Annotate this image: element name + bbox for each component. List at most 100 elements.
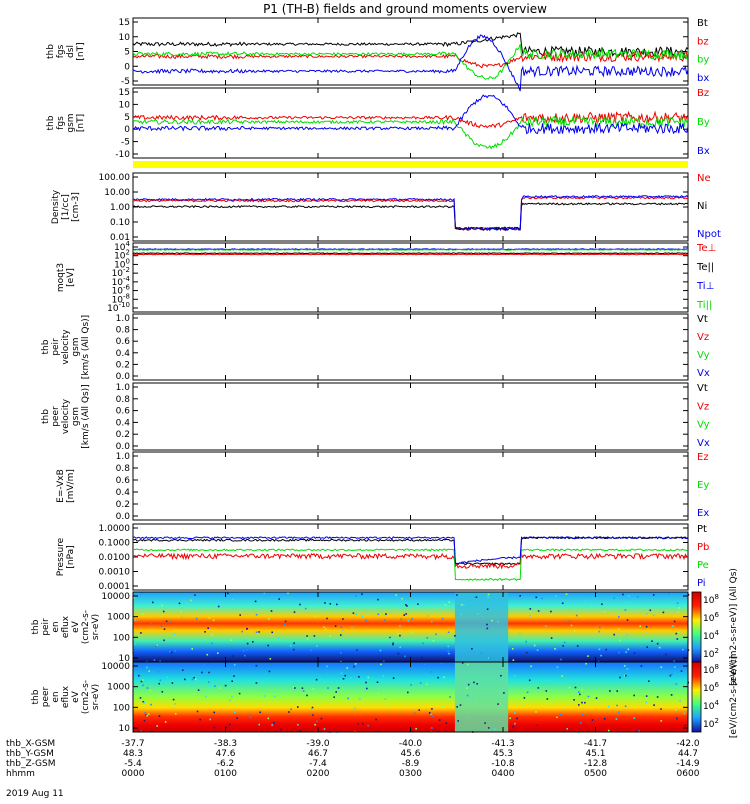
y-tick-label: 0.0 <box>116 372 131 382</box>
xaxis-row-value: 48.3 <box>123 749 143 759</box>
spectrogram-speckle <box>346 667 348 669</box>
spectrogram-speckle <box>299 603 301 606</box>
spectrogram-speckle <box>326 617 328 620</box>
spectrogram-speckle <box>354 663 357 665</box>
spectrogram-speckle <box>246 649 249 651</box>
spectrogram-speckle <box>670 694 673 696</box>
y-axis-label: velocity <box>61 398 71 434</box>
spectrogram-speckle <box>671 673 673 675</box>
spectrogram-speckle <box>657 646 660 649</box>
spectrogram-speckle <box>467 683 470 686</box>
colorbar-tick-label: 102 <box>703 717 719 730</box>
colorbar-tick-label: 102 <box>703 647 719 660</box>
spectrogram-speckle <box>187 704 190 707</box>
xaxis-row-value: -6.2 <box>217 759 235 769</box>
spectrogram-speckle <box>329 635 331 637</box>
spectrogram-speckle <box>443 676 445 678</box>
spectrogram-speckle <box>367 676 370 679</box>
y-tick-label: 5 <box>124 113 130 123</box>
spectrogram-speckle <box>665 653 667 656</box>
spectrogram-speckle <box>480 652 483 655</box>
spectrogram-speckle <box>345 603 348 605</box>
spectrogram-speckle <box>556 648 558 651</box>
spectrogram-speckle <box>530 665 532 668</box>
series-line-Pi <box>132 536 689 565</box>
spectrogram-speckle <box>157 670 159 673</box>
spectrogram-speckle <box>203 664 206 666</box>
spectrogram-speckle <box>392 643 394 646</box>
legend-entry: Te|| <box>696 262 714 273</box>
xaxis-row-label: thb_Z-GSM <box>6 759 55 769</box>
xaxis-row-value: -8.9 <box>402 759 420 769</box>
spectrogram-speckle <box>403 614 405 616</box>
spectrogram-speckle <box>217 605 220 608</box>
y-axis-label: fgs <box>56 44 66 58</box>
spectrogram-speckle <box>384 698 387 700</box>
spectrogram-speckle <box>546 698 549 700</box>
spectrogram-speckle <box>271 631 273 634</box>
spectrogram-speckle <box>142 613 144 615</box>
spectrogram-speckle <box>392 642 394 645</box>
spectrogram-speckle <box>639 706 641 708</box>
spectrogram-speckle <box>447 631 450 634</box>
spectrogram-speckle <box>614 692 617 695</box>
spectrogram-speckle <box>573 699 575 701</box>
spectrogram-speckle <box>607 729 610 732</box>
spectrogram-speckle <box>598 630 600 633</box>
y-axis-label: en <box>51 691 61 702</box>
spectrogram-speckle <box>205 695 207 698</box>
spectrogram-speckle <box>231 680 233 682</box>
spectrogram-speckle <box>335 691 337 693</box>
spectrogram-speckle <box>603 718 606 720</box>
y-tick-label: 1.0000 <box>99 524 131 534</box>
spectrogram-speckle <box>652 594 655 596</box>
spectrogram-speckle <box>401 597 403 600</box>
spectrogram-speckle <box>411 631 414 634</box>
spectrogram-speckle <box>568 686 571 689</box>
y-axis-label: peer <box>51 406 61 427</box>
spectrogram-speckle <box>646 612 648 615</box>
spectrogram-speckle <box>144 712 146 714</box>
spectrogram-speckle <box>367 724 369 727</box>
spectrogram-speckle <box>293 611 296 613</box>
spectrogram-speckle <box>191 648 193 650</box>
spectrogram-speckle <box>211 633 213 636</box>
spectrogram-speckle <box>133 597 135 599</box>
spectrogram-speckle <box>359 698 361 700</box>
y-tick-label: 10-8 <box>112 292 130 305</box>
spectrogram-speckle <box>191 678 194 681</box>
xaxis-row-value: 0400 <box>492 769 515 779</box>
spectrogram-speckle <box>282 681 284 683</box>
y-tick-label: 0.4 <box>116 418 131 428</box>
spectrogram-speckle <box>225 726 228 729</box>
y-tick-label: 100 <box>114 257 130 270</box>
spectrogram-speckle <box>178 602 181 605</box>
spectrogram-speckle <box>271 724 273 726</box>
spectrogram-background <box>133 662 688 732</box>
spectrogram-speckle <box>387 705 390 708</box>
y-axis-label: moqt3 <box>56 263 66 292</box>
legend-entry: bx <box>697 73 709 84</box>
spectrogram-speckle <box>626 633 628 636</box>
spectrogram-speckle <box>158 682 160 685</box>
y-axis-label: (cm2-s- <box>81 680 91 714</box>
legend-entry: Pe <box>697 560 709 571</box>
spectrogram-speckle <box>290 708 292 711</box>
xaxis-row-label: thb_Y-GSM <box>6 749 54 759</box>
spectrogram-speckle <box>418 709 420 711</box>
spectrogram-speckle <box>456 706 458 708</box>
y-axis-label: [nT] <box>76 114 86 132</box>
spectrogram-speckle <box>146 687 149 689</box>
spectrogram-speckle <box>487 727 490 729</box>
spectrogram-speckle <box>471 697 474 699</box>
spectrogram-speckle <box>616 704 618 707</box>
spectrogram-speckle <box>566 728 568 730</box>
spectrogram-speckle <box>190 599 192 602</box>
spectrogram-speckle <box>246 628 248 630</box>
xaxis-row-value: -39.0 <box>306 739 330 749</box>
spectrogram-speckle <box>204 631 206 633</box>
spectrogram-speckle <box>639 625 641 627</box>
spectrogram-speckle <box>310 649 312 652</box>
xaxis-row-value: -41.3 <box>491 739 514 749</box>
spectrogram-speckle <box>314 615 316 618</box>
